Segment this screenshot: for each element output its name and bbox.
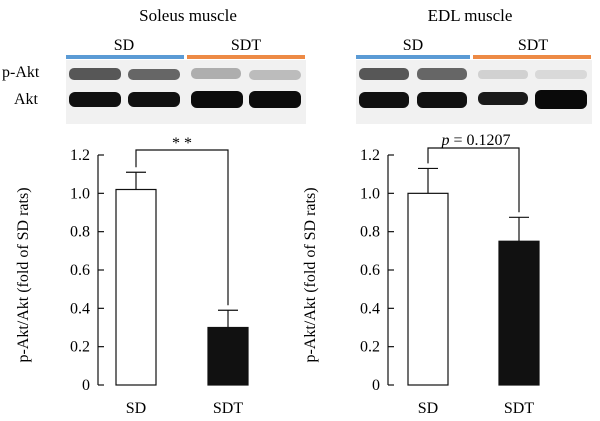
soleus-category-label-sd: SD: [126, 400, 146, 417]
edl-category-label-sdt: SDT: [504, 400, 534, 417]
edl-sdt-group-line: [473, 55, 591, 59]
edl-y-tick-label: 0.2: [360, 339, 380, 356]
edl-y-axis-label: p-Akt/Akt (fold of SD rats): [302, 187, 319, 362]
soleus-pakt-band-3: [191, 68, 241, 79]
edl-y-tick-label: 0.4: [360, 300, 380, 317]
edl-akt-band-1: [359, 92, 409, 108]
edl-blot-group-sd: SD: [403, 37, 423, 54]
edl-significance-label: p = 0.1207: [440, 132, 510, 149]
edl-blot: SD SDT: [356, 37, 592, 124]
soleus-y-tick-label: 0.2: [70, 339, 90, 356]
soleus-akt-band-2: [128, 92, 180, 107]
edl-category-label-sd: SD: [418, 400, 438, 417]
edl-y-tick-label: 0.8: [360, 224, 380, 241]
soleus-bar-chart: 0 0.2 0.4 0.6 0.8 1.0 1.2 p-Akt/Akt (fold of SD…: [15, 147, 249, 417]
blot-row-label-pakt: p-Akt: [2, 64, 40, 81]
edl-akt-band-3: [478, 92, 528, 105]
edl-y-tick-label: 0: [372, 377, 380, 394]
soleus-significance-label: * *: [172, 135, 192, 152]
edl-pakt-band-2: [417, 68, 467, 80]
soleus-y-tick-label: 0.8: [70, 224, 90, 241]
soleus-blot-group-sdt: SDT: [231, 37, 261, 54]
edl-pakt-band-4: [535, 70, 587, 79]
edl-pakt-band-3: [478, 70, 528, 79]
edl-y-tick-label: 1.0: [360, 185, 380, 202]
soleus-bar-sd: [115, 188, 157, 386]
soleus-sd-group-line: [66, 55, 184, 59]
soleus-y-tick-label: 1.2: [70, 147, 90, 164]
soleus-blot-group-sd: SD: [114, 37, 134, 54]
soleus-pakt-band-2: [128, 69, 180, 80]
soleus-pakt-band-1: [69, 68, 121, 80]
edl-bar-sd: [407, 192, 449, 386]
soleus-akt-band-4: [249, 91, 301, 108]
edl-significance-bracket: [427, 147, 520, 213]
soleus-akt-band-3: [191, 91, 243, 108]
edl-y-tick-label: 0.6: [360, 262, 380, 279]
edl-blot-group-sdt: SDT: [518, 37, 548, 54]
soleus-y-tick-label: 0.6: [70, 262, 90, 279]
edl-akt-band-4: [535, 90, 587, 109]
soleus-y-tick-label: 0.4: [70, 300, 90, 317]
edl-bar-chart: 0 0.2 0.4 0.6 0.8 1.0 1.2 p-Akt/Akt (fold of SD…: [302, 147, 540, 417]
edl-panel-title: EDL muscle: [428, 6, 513, 25]
soleus-pakt-band-4: [249, 70, 301, 80]
edl-akt-band-2: [417, 92, 467, 108]
soleus-category-label-sdt: SDT: [213, 400, 243, 417]
edl-pakt-band-1: [359, 68, 409, 80]
soleus-y-tick-label: 0: [82, 377, 90, 394]
edl-sd-group-line: [356, 55, 470, 59]
soleus-significance-bracket: [135, 149, 229, 306]
soleus-sdt-group-line: [187, 55, 305, 59]
edl-p-value: = 0.1207: [453, 132, 510, 149]
edl-y-tick-label: 1.2: [360, 147, 380, 164]
soleus-y-axis-label: p-Akt/Akt (fold of SD rats): [15, 187, 32, 362]
soleus-y-tick-label: 1.0: [70, 185, 90, 202]
soleus-akt-band-1: [69, 92, 121, 107]
edl-bar-sdt: [498, 240, 540, 386]
soleus-panel-title: Soleus muscle: [139, 6, 237, 25]
soleus-blot: SD SDT: [66, 37, 306, 124]
blot-row-label-akt: Akt: [14, 91, 39, 108]
edl-p-symbol: p: [440, 132, 449, 149]
soleus-bar-sdt: [207, 326, 249, 386]
